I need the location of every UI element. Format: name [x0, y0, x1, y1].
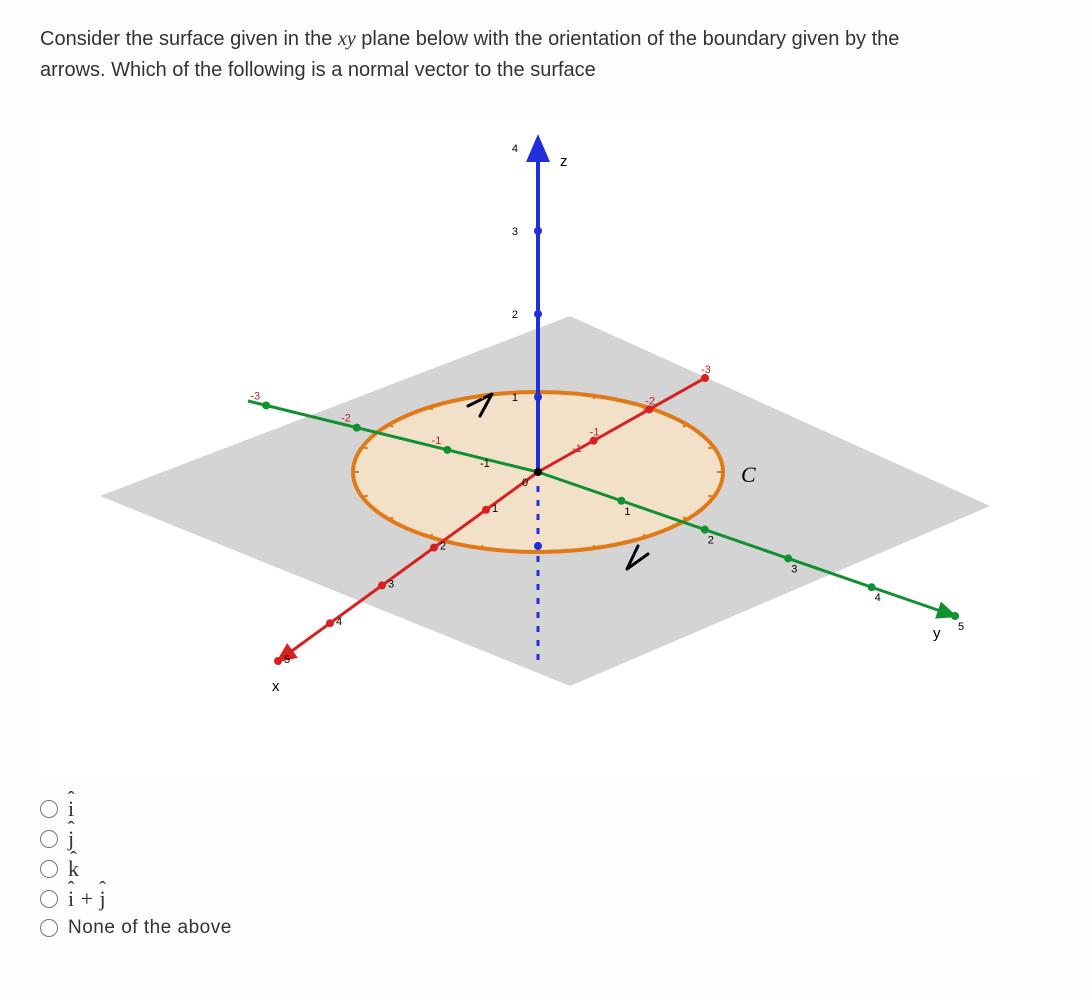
choices-list: i j k i + j None of the above [40, 794, 1050, 941]
q-xy: xy [338, 28, 356, 50]
question-page: Consider the surface given in the xy pla… [0, 0, 1090, 998]
q-line2: arrows. Which of the following is a norm… [40, 59, 596, 81]
svg-text:-1: -1 [480, 458, 490, 470]
svg-text:0: 0 [522, 477, 528, 489]
q-line1b: plane below with the orientation of the … [356, 28, 900, 50]
svg-text:-3: -3 [250, 390, 260, 402]
q-line1a: Consider the surface given in the [40, 28, 338, 50]
svg-text:1: 1 [512, 392, 518, 404]
svg-text:-1: -1 [432, 435, 442, 447]
svg-text:y: y [933, 625, 941, 642]
figure-container: 1 2 3 4 5 -1 -2 -3 y 1 2 3 4 5 -1 -2 -3 x 4 3 2 1 -1 z 0 -1 C [40, 116, 1040, 776]
choice-i-plus-j[interactable]: i + j [40, 884, 1050, 914]
label-i: i [68, 798, 75, 820]
label-i-plus-j: i + j [68, 888, 106, 910]
radio-i[interactable] [40, 800, 58, 818]
label-k: k [68, 858, 80, 880]
svg-text:-2: -2 [645, 395, 655, 407]
svg-text:-3: -3 [701, 364, 711, 376]
svg-text:-2: -2 [341, 413, 351, 425]
svg-text:4: 4 [336, 616, 342, 628]
svg-text:5: 5 [958, 621, 964, 633]
choice-k[interactable]: k [40, 854, 1050, 884]
figure-svg: 1 2 3 4 5 -1 -2 -3 y 1 2 3 4 5 -1 -2 -3 x 4 3 2 1 -1 z 0 -1 C [40, 116, 1040, 776]
svg-text:2: 2 [440, 541, 446, 553]
svg-text:2: 2 [512, 309, 518, 321]
choice-j[interactable]: j [40, 824, 1050, 854]
svg-text:5: 5 [284, 654, 290, 666]
svg-text:x: x [272, 678, 280, 695]
svg-text:3: 3 [388, 578, 394, 590]
radio-i-plus-j[interactable] [40, 890, 58, 908]
svg-text:C: C [741, 462, 756, 487]
svg-text:4: 4 [512, 143, 518, 155]
question-text: Consider the surface given in the xy pla… [40, 24, 1050, 86]
label-none: None of the above [68, 918, 232, 937]
choice-none[interactable]: None of the above [40, 914, 1050, 941]
svg-text:1: 1 [492, 503, 498, 515]
svg-text:-1: -1 [590, 427, 600, 439]
svg-text:z: z [560, 153, 568, 170]
label-j: j [68, 828, 75, 850]
svg-text:1: 1 [624, 506, 630, 518]
radio-j[interactable] [40, 830, 58, 848]
svg-text:2: 2 [708, 535, 714, 547]
svg-text:3: 3 [512, 226, 518, 238]
radio-k[interactable] [40, 860, 58, 878]
svg-text:-1: -1 [572, 443, 582, 455]
choice-i[interactable]: i [40, 794, 1050, 824]
svg-text:4: 4 [875, 592, 881, 604]
svg-text:3: 3 [791, 563, 797, 575]
radio-none[interactable] [40, 919, 58, 937]
